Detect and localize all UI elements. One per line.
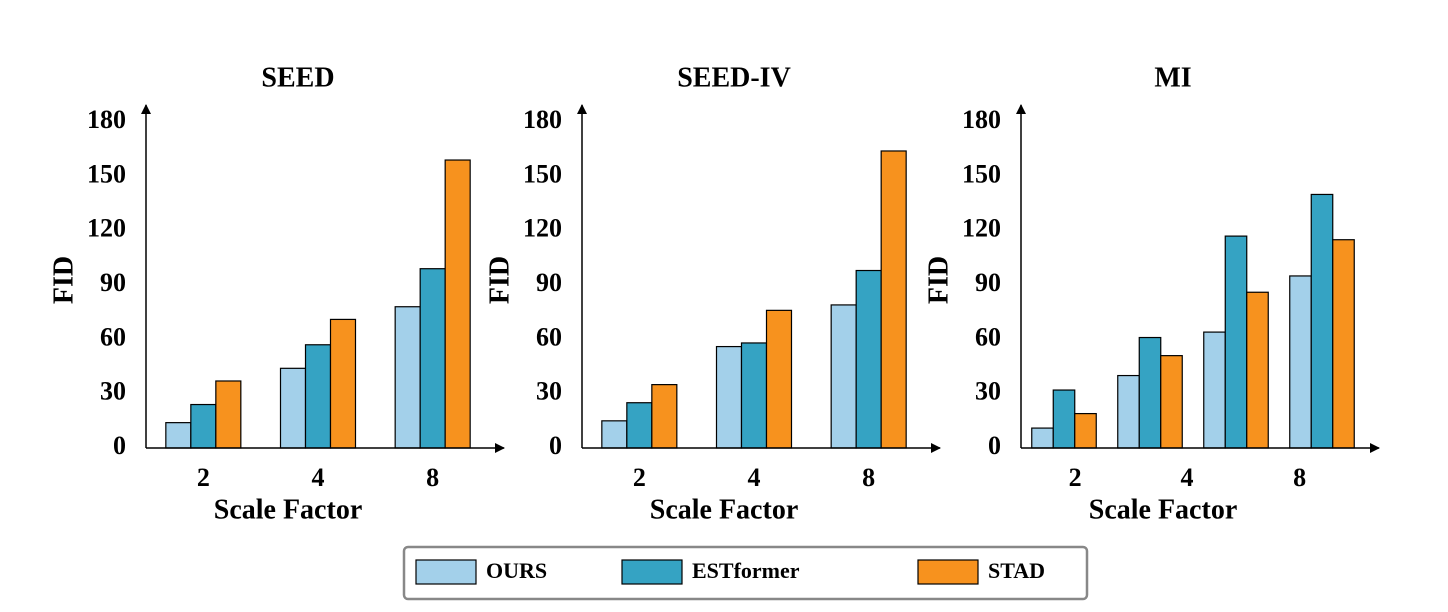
y-tick-label: 150 [523, 159, 562, 188]
bar [1310, 193, 1334, 449]
bar [1203, 331, 1226, 449]
y-tick-label: 60 [975, 322, 1001, 351]
legend-label: STAD [988, 558, 1045, 583]
bar [880, 150, 907, 449]
y-tick-label: 120 [523, 214, 562, 243]
legend-label: ESTformer [692, 558, 800, 583]
bar [394, 306, 421, 449]
y-tick-label: 0 [113, 431, 126, 460]
y-tick-label: 90 [536, 268, 562, 297]
y-tick-label: 180 [962, 105, 1001, 134]
y-tick-label: 0 [549, 431, 562, 460]
x-tick-label: 8 [426, 463, 439, 492]
legend-label: OURS [486, 558, 547, 583]
x-axis-label: Scale Factor [1089, 494, 1238, 525]
bar [1052, 389, 1076, 449]
bar [1160, 355, 1183, 449]
y-tick-label: 0 [988, 431, 1001, 460]
bar [165, 422, 192, 449]
bar [444, 159, 471, 449]
bar [1224, 235, 1248, 449]
y-tick-label: 60 [100, 322, 126, 351]
y-tick-label: 180 [87, 105, 126, 134]
y-tick-label: 150 [87, 159, 126, 188]
y-tick-label: 30 [975, 377, 1001, 406]
y-tick-label: 120 [87, 214, 126, 243]
y-axis-label: FID [48, 256, 79, 304]
bar [601, 420, 628, 449]
legend-swatch [917, 559, 979, 585]
legend-box [402, 545, 1089, 601]
x-tick-label: 8 [1293, 463, 1306, 492]
x-tick-label: 2 [633, 463, 646, 492]
bar [1117, 374, 1140, 449]
bar [1289, 275, 1312, 449]
legend-swatch [415, 559, 477, 585]
x-tick-label: 4 [1180, 463, 1193, 492]
y-tick-label: 90 [975, 268, 1001, 297]
chart-title: SEED-IV [677, 62, 791, 93]
bar [1074, 412, 1097, 449]
bar [1138, 336, 1162, 449]
bar [190, 403, 217, 449]
bar [304, 344, 332, 449]
y-tick-label: 30 [100, 377, 126, 406]
x-tick-label: 2 [197, 463, 210, 492]
y-axis-label: FID [923, 256, 954, 304]
y-tick-label: 60 [536, 322, 562, 351]
bar [651, 384, 678, 449]
y-tick-label: 30 [536, 377, 562, 406]
bar [329, 318, 357, 449]
bar [855, 269, 882, 449]
x-axis-label: Scale Factor [650, 494, 799, 525]
chart-title: SEED [261, 62, 334, 93]
y-axis-label: FID [484, 256, 515, 304]
x-tick-label: 2 [1069, 463, 1082, 492]
bar [715, 345, 743, 449]
y-tick-label: 90 [100, 268, 126, 297]
bar [626, 402, 653, 449]
y-tick-label: 180 [523, 105, 562, 134]
bar [1031, 427, 1054, 449]
x-tick-label: 4 [312, 463, 325, 492]
chart-title: MI [1154, 62, 1191, 93]
x-tick-label: 4 [748, 463, 761, 492]
bar [279, 367, 307, 449]
x-tick-label: 8 [862, 463, 875, 492]
bar [740, 342, 768, 449]
bar [1332, 239, 1355, 449]
bar [765, 309, 793, 449]
bar [830, 304, 857, 449]
y-tick-label: 120 [962, 214, 1001, 243]
legend-swatch [621, 559, 683, 585]
bar [419, 268, 446, 449]
y-tick-label: 150 [962, 159, 1001, 188]
bar [215, 380, 242, 449]
x-axis-label: Scale Factor [214, 494, 363, 525]
bar [1246, 291, 1269, 449]
